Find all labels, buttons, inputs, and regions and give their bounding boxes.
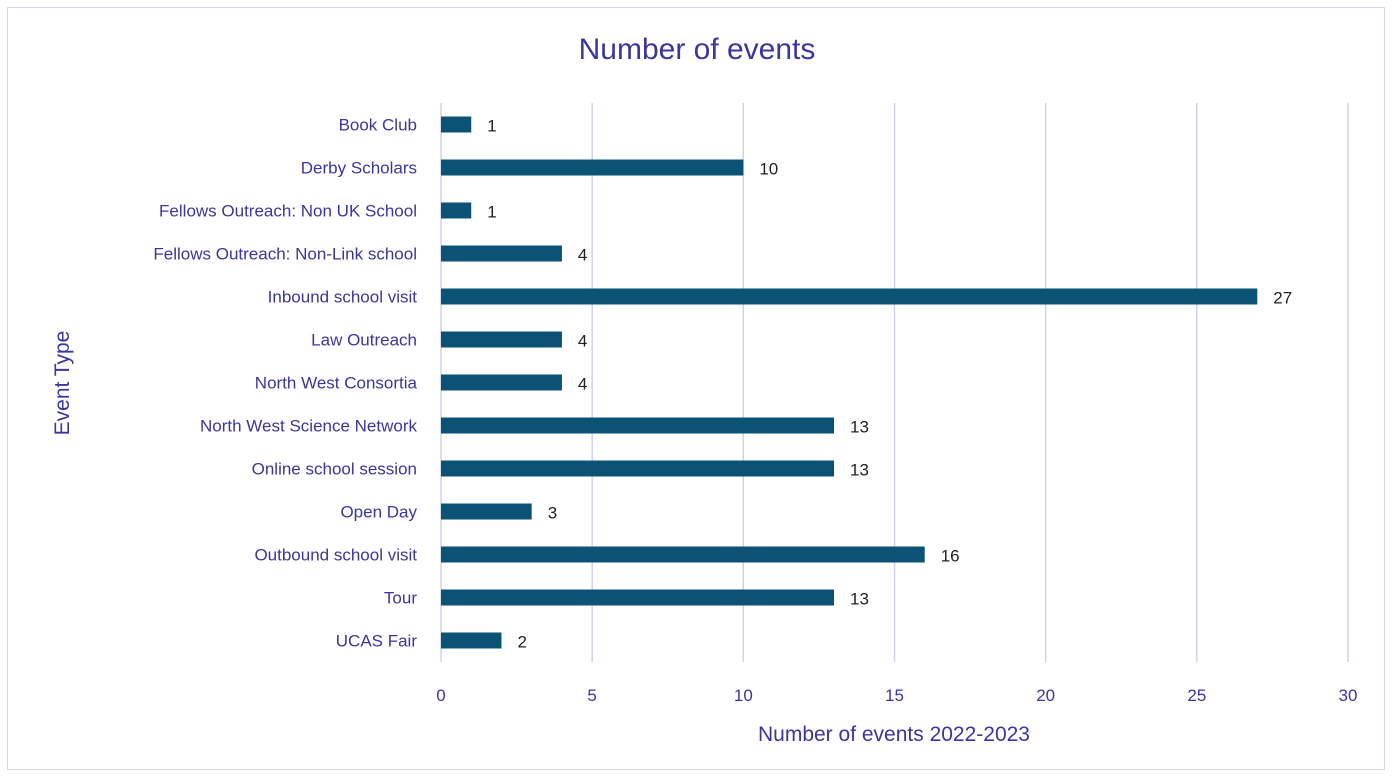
data-label-north-west-science-network: 13	[850, 418, 869, 437]
category-label-open-day: Open Day	[340, 503, 417, 522]
data-label-derby-scholars: 10	[759, 160, 778, 179]
category-label-derby-scholars: Derby Scholars	[301, 159, 417, 178]
bar-fellows-outreach-non-uk-school	[441, 202, 472, 219]
y-axis-title: Event Type	[51, 331, 74, 436]
data-label-fellows-outreach-non-uk-school: 1	[487, 203, 496, 222]
bar-book-club	[441, 116, 472, 133]
bar-ucas-fair	[441, 632, 502, 649]
category-label-outbound-school-visit: Outbound school visit	[254, 546, 417, 565]
x-tick-labels: 0 5 10 15 20 25 30	[436, 686, 1357, 705]
category-label-book-club: Book Club	[339, 116, 417, 135]
bar-north-west-consortia	[441, 374, 562, 391]
x-tick-label-15: 15	[885, 686, 904, 705]
bar-open-day	[441, 503, 532, 520]
data-label-ucas-fair: 2	[517, 633, 526, 652]
x-tick-label-10: 10	[734, 686, 753, 705]
x-tick-label-25: 25	[1187, 686, 1206, 705]
bar-online-school-session	[441, 460, 835, 477]
category-label-fellows-outreach-non-link-school: Fellows Outreach: Non-Link school	[153, 245, 417, 264]
x-axis-title: Number of events 2022-2023	[758, 723, 1030, 746]
data-label-outbound-school-visit: 16	[941, 547, 960, 566]
bar-north-west-science-network	[441, 417, 835, 434]
category-label-fellows-outreach-non-uk-school: Fellows Outreach: Non UK School	[159, 202, 417, 221]
x-tick-label-20: 20	[1036, 686, 1055, 705]
chart-frame	[7, 7, 1385, 770]
data-labels: 1 10 1 4 27 4 4 13 13 3 16 13 2	[487, 117, 1292, 652]
data-label-book-club: 1	[487, 117, 496, 136]
bar-tour	[441, 589, 835, 606]
bar-outbound-school-visit	[441, 546, 925, 563]
category-label-law-outreach: Law Outreach	[311, 331, 417, 350]
gridlines	[440, 103, 1349, 662]
bar-fellows-outreach-non-link-school	[441, 245, 562, 262]
data-label-inbound-school-visit: 27	[1273, 289, 1292, 308]
data-label-fellows-outreach-non-link-school: 4	[578, 246, 587, 265]
bar-law-outreach	[441, 331, 562, 348]
category-label-north-west-science-network: North West Science Network	[200, 417, 417, 436]
category-labels: Book Club Derby Scholars Fellows Outreach:…	[153, 116, 417, 651]
data-label-law-outreach: 4	[578, 332, 587, 351]
bars	[441, 116, 1258, 649]
category-label-north-west-consortia: North West Consortia	[255, 374, 418, 393]
x-tick-label-5: 5	[587, 686, 596, 705]
data-label-open-day: 3	[548, 504, 557, 523]
chart-title: Number of events	[579, 33, 816, 66]
category-label-inbound-school-visit: Inbound school visit	[268, 288, 418, 307]
x-tick-label-30: 30	[1339, 686, 1358, 705]
bar-derby-scholars	[441, 159, 744, 176]
category-label-ucas-fair: UCAS Fair	[336, 632, 418, 651]
bar-inbound-school-visit	[441, 288, 1258, 305]
category-label-online-school-session: Online school session	[252, 460, 417, 479]
x-tick-label-0: 0	[436, 686, 445, 705]
category-label-tour: Tour	[384, 589, 417, 608]
data-label-online-school-session: 13	[850, 461, 869, 480]
data-label-north-west-consortia: 4	[578, 375, 587, 394]
data-label-tour: 13	[850, 590, 869, 609]
